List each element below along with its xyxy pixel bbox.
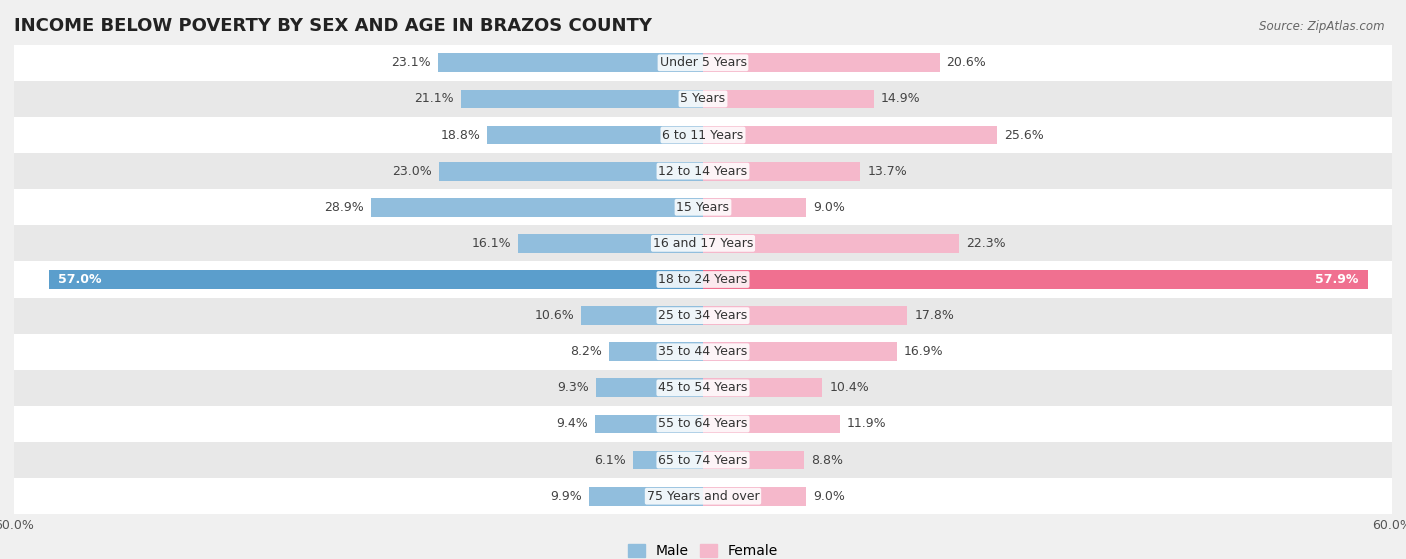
Bar [596, 378, 703, 397]
Bar [609, 342, 703, 361]
Text: 25 to 34 Years: 25 to 34 Years [658, 309, 748, 322]
Bar [589, 487, 703, 505]
Bar [703, 162, 860, 181]
Bar [703, 126, 997, 144]
Bar [14, 262, 1392, 297]
Bar [14, 117, 1392, 153]
Bar [703, 198, 807, 217]
Text: 8.8%: 8.8% [811, 453, 844, 467]
Text: 9.4%: 9.4% [557, 418, 588, 430]
Text: 21.1%: 21.1% [415, 92, 454, 106]
Bar [703, 234, 959, 253]
Bar [703, 89, 875, 108]
Text: 23.1%: 23.1% [391, 56, 430, 69]
Bar [486, 126, 703, 144]
Bar [371, 198, 703, 217]
Text: 11.9%: 11.9% [846, 418, 886, 430]
Text: 57.0%: 57.0% [58, 273, 101, 286]
Text: Source: ZipAtlas.com: Source: ZipAtlas.com [1260, 20, 1385, 32]
Text: 18 to 24 Years: 18 to 24 Years [658, 273, 748, 286]
Text: 55 to 64 Years: 55 to 64 Years [658, 418, 748, 430]
Text: 12 to 14 Years: 12 to 14 Years [658, 165, 748, 178]
Text: 6.1%: 6.1% [595, 453, 626, 467]
Text: 16.1%: 16.1% [471, 237, 512, 250]
Bar [703, 54, 939, 72]
Bar [703, 378, 823, 397]
Text: 16.9%: 16.9% [904, 345, 943, 358]
Text: 9.3%: 9.3% [558, 381, 589, 394]
Text: 28.9%: 28.9% [325, 201, 364, 214]
Text: 18.8%: 18.8% [440, 129, 481, 141]
Text: 16 and 17 Years: 16 and 17 Years [652, 237, 754, 250]
Bar [633, 451, 703, 470]
Text: 17.8%: 17.8% [914, 309, 955, 322]
Bar [703, 415, 839, 433]
Text: 25.6%: 25.6% [1004, 129, 1043, 141]
Bar [703, 451, 804, 470]
Bar [14, 370, 1392, 406]
Bar [14, 81, 1392, 117]
Text: 23.0%: 23.0% [392, 165, 432, 178]
Text: 9.0%: 9.0% [813, 490, 845, 503]
Text: INCOME BELOW POVERTY BY SEX AND AGE IN BRAZOS COUNTY: INCOME BELOW POVERTY BY SEX AND AGE IN B… [14, 17, 652, 35]
Text: 22.3%: 22.3% [966, 237, 1005, 250]
Text: 6 to 11 Years: 6 to 11 Years [662, 129, 744, 141]
Text: 35 to 44 Years: 35 to 44 Years [658, 345, 748, 358]
Text: 45 to 54 Years: 45 to 54 Years [658, 381, 748, 394]
Text: 15 Years: 15 Years [676, 201, 730, 214]
Bar [581, 306, 703, 325]
Text: 75 Years and over: 75 Years and over [647, 490, 759, 503]
Bar [14, 297, 1392, 334]
Bar [595, 415, 703, 433]
Bar [461, 89, 703, 108]
Text: 65 to 74 Years: 65 to 74 Years [658, 453, 748, 467]
Bar [14, 153, 1392, 189]
Text: 20.6%: 20.6% [946, 56, 986, 69]
Text: 13.7%: 13.7% [868, 165, 907, 178]
Bar [703, 270, 1368, 289]
Bar [14, 334, 1392, 370]
Text: 14.9%: 14.9% [882, 92, 921, 106]
Text: 5 Years: 5 Years [681, 92, 725, 106]
Bar [14, 406, 1392, 442]
Bar [14, 442, 1392, 478]
Bar [14, 478, 1392, 514]
Text: 9.0%: 9.0% [813, 201, 845, 214]
Bar [48, 270, 703, 289]
Bar [14, 189, 1392, 225]
Bar [703, 342, 897, 361]
Text: 10.6%: 10.6% [534, 309, 575, 322]
Bar [14, 45, 1392, 81]
Bar [439, 162, 703, 181]
Text: 8.2%: 8.2% [569, 345, 602, 358]
Text: 57.9%: 57.9% [1315, 273, 1358, 286]
Bar [703, 487, 807, 505]
Text: 10.4%: 10.4% [830, 381, 869, 394]
Bar [703, 306, 907, 325]
Text: 9.9%: 9.9% [551, 490, 582, 503]
Bar [519, 234, 703, 253]
Bar [14, 225, 1392, 262]
Text: Under 5 Years: Under 5 Years [659, 56, 747, 69]
Bar [437, 54, 703, 72]
Legend: Male, Female: Male, Female [623, 538, 783, 559]
